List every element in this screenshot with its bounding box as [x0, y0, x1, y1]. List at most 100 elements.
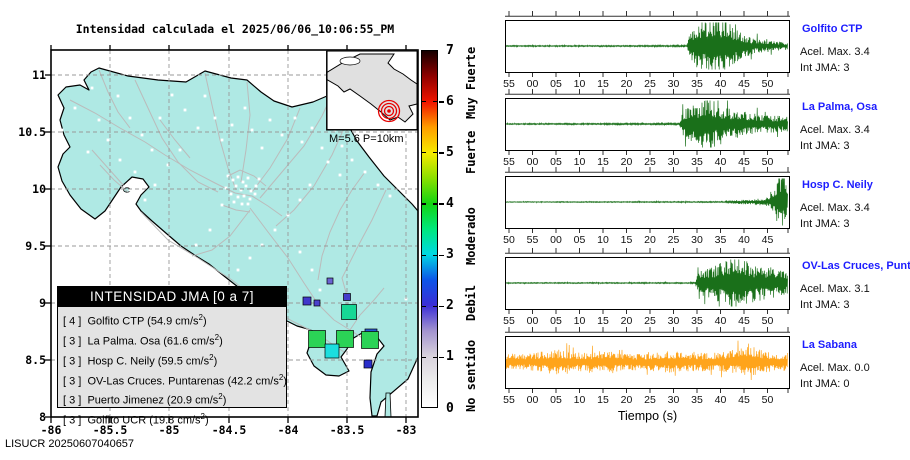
epicenter-ring: [377, 99, 401, 123]
seismogram-box: [505, 98, 790, 151]
seismogram-tick-label: 05: [573, 234, 586, 246]
seismogram-tick-label: 55: [503, 394, 515, 406]
intensity-jma-label: Int JMA: 3: [800, 62, 850, 74]
box-bottom-ticks: [508, 229, 789, 233]
city-dot: [234, 184, 238, 188]
seismogram-tick-label: 15: [597, 156, 609, 168]
x-tick-label: -86: [40, 423, 62, 437]
city-dot: [236, 195, 240, 199]
city-dot: [90, 86, 94, 90]
city-dot: [257, 177, 261, 181]
city-dot: [128, 116, 132, 120]
epicenter-marker: [387, 109, 391, 113]
city-dot: [244, 184, 248, 188]
road: [317, 171, 366, 281]
city-dot: [140, 133, 144, 137]
seismogram-tick-label: 35: [691, 315, 703, 327]
seismogram-tick-label: 45: [738, 315, 750, 327]
seismogram-tick-label: 30: [667, 394, 680, 406]
city-dot: [350, 158, 354, 162]
intensity-colorbar: [421, 50, 438, 408]
seismogram-tick-label: 25: [667, 234, 680, 246]
road: [234, 192, 283, 217]
seismogram-tick-label: 45: [761, 234, 774, 246]
city-dot: [231, 178, 235, 182]
city-dot: [254, 184, 258, 188]
city-dot: [229, 192, 233, 196]
city-dot: [308, 183, 312, 187]
map-frame: [50, 49, 419, 418]
city-dot: [73, 106, 77, 110]
road: [341, 189, 387, 297]
colorbar-tick: [439, 203, 444, 205]
seismogram-tick-label: 05: [550, 394, 562, 406]
colorbar-tick: [422, 254, 426, 256]
station-name-label: La Palma, Osa: [802, 101, 878, 113]
seismogram-tick-label: 45: [738, 156, 750, 168]
city-dot: [242, 194, 246, 198]
city-dot: [213, 116, 217, 120]
acceleration-max-label: Acel. Max. 0.0: [800, 362, 870, 374]
city-dot: [116, 94, 120, 98]
city-dot: [298, 250, 302, 254]
city-dot: [236, 268, 240, 272]
seismogram-tick-label: 10: [573, 156, 586, 168]
seismogram-tick-label: 30: [691, 234, 703, 246]
legend-entry: [ 3 ] OV-Las Cruces. Puntarenas (42.2 cm…: [63, 372, 287, 388]
city-dot: [310, 126, 314, 130]
city-dot: [60, 128, 64, 132]
seismogram-tick-label: 20: [620, 156, 633, 168]
city-dot: [250, 128, 254, 132]
time-ruler: [505, 327, 790, 333]
road: [140, 211, 319, 335]
seismogram-box: [505, 176, 790, 229]
city-dot: [239, 188, 243, 192]
seismogram-tick-label: 45: [738, 394, 750, 406]
intensity-marker: [343, 293, 351, 301]
seismogram-box: [505, 20, 790, 73]
seismogram-tick-label: 30: [667, 156, 680, 168]
city-dot: [196, 126, 200, 130]
intensity-legend-box: INTENSIDAD JMA [0 a 7] [ 4 ] Golfito CTP…: [57, 286, 287, 427]
legend-entry: [ 3 ] Golfito UCR (19.8 cm/s2): [63, 412, 209, 427]
colorbar-tick: [422, 101, 426, 103]
legend-entry: [ 4 ] Golfito CTP (54.9 cm/s2): [63, 313, 207, 328]
seismogram-tick-label: 40: [714, 315, 727, 327]
seismogram-tick-label: 20: [620, 78, 633, 90]
x-tick-label: -83.5: [329, 423, 365, 437]
city-dot: [158, 116, 162, 120]
city-dot: [241, 180, 245, 184]
road: [98, 69, 131, 129]
city-dot: [230, 123, 234, 127]
seismogram-tick-label: 40: [714, 394, 727, 406]
colorbar-tick: [439, 356, 444, 359]
city-dot: [363, 170, 367, 174]
seismogram-trace: [506, 259, 788, 307]
city-dot: [249, 189, 253, 193]
epicenter-inset-map: [326, 50, 418, 130]
city-dot: [220, 203, 224, 207]
station-name-label: Golfito CTP: [802, 23, 863, 35]
intensity-jma-label: Int JMA: 0: [800, 378, 850, 390]
x-tick-label: -83: [395, 423, 417, 437]
colorbar-tick: [422, 203, 426, 205]
colorbar-tick-label: 0: [446, 400, 454, 416]
x-tick-label: -85: [158, 423, 180, 437]
seismogram-tick-label: 20: [620, 394, 633, 406]
seismogram-tick-label: 10: [573, 78, 586, 90]
intensity-marker: [326, 277, 334, 285]
acceleration-max-label: Acel. Max. 3.4: [800, 124, 870, 136]
seismogram-tick-label: 15: [597, 78, 609, 90]
burica-strip: [384, 392, 392, 418]
seismogram-tick-label: 30: [667, 78, 680, 90]
colorbar-category-label: Debil: [464, 285, 478, 322]
road: [204, 72, 237, 191]
inset-lake: [339, 56, 361, 66]
seismogram-tick-label: 00: [550, 234, 562, 246]
colorbar-tick: [433, 152, 437, 154]
colorbar-tick-label: 5: [446, 144, 454, 160]
y-tick-label: 9.5: [25, 239, 46, 253]
colorbar-category-label: Muy Fuerte: [464, 46, 478, 120]
colorbar-category-label: Moderado: [464, 207, 478, 266]
